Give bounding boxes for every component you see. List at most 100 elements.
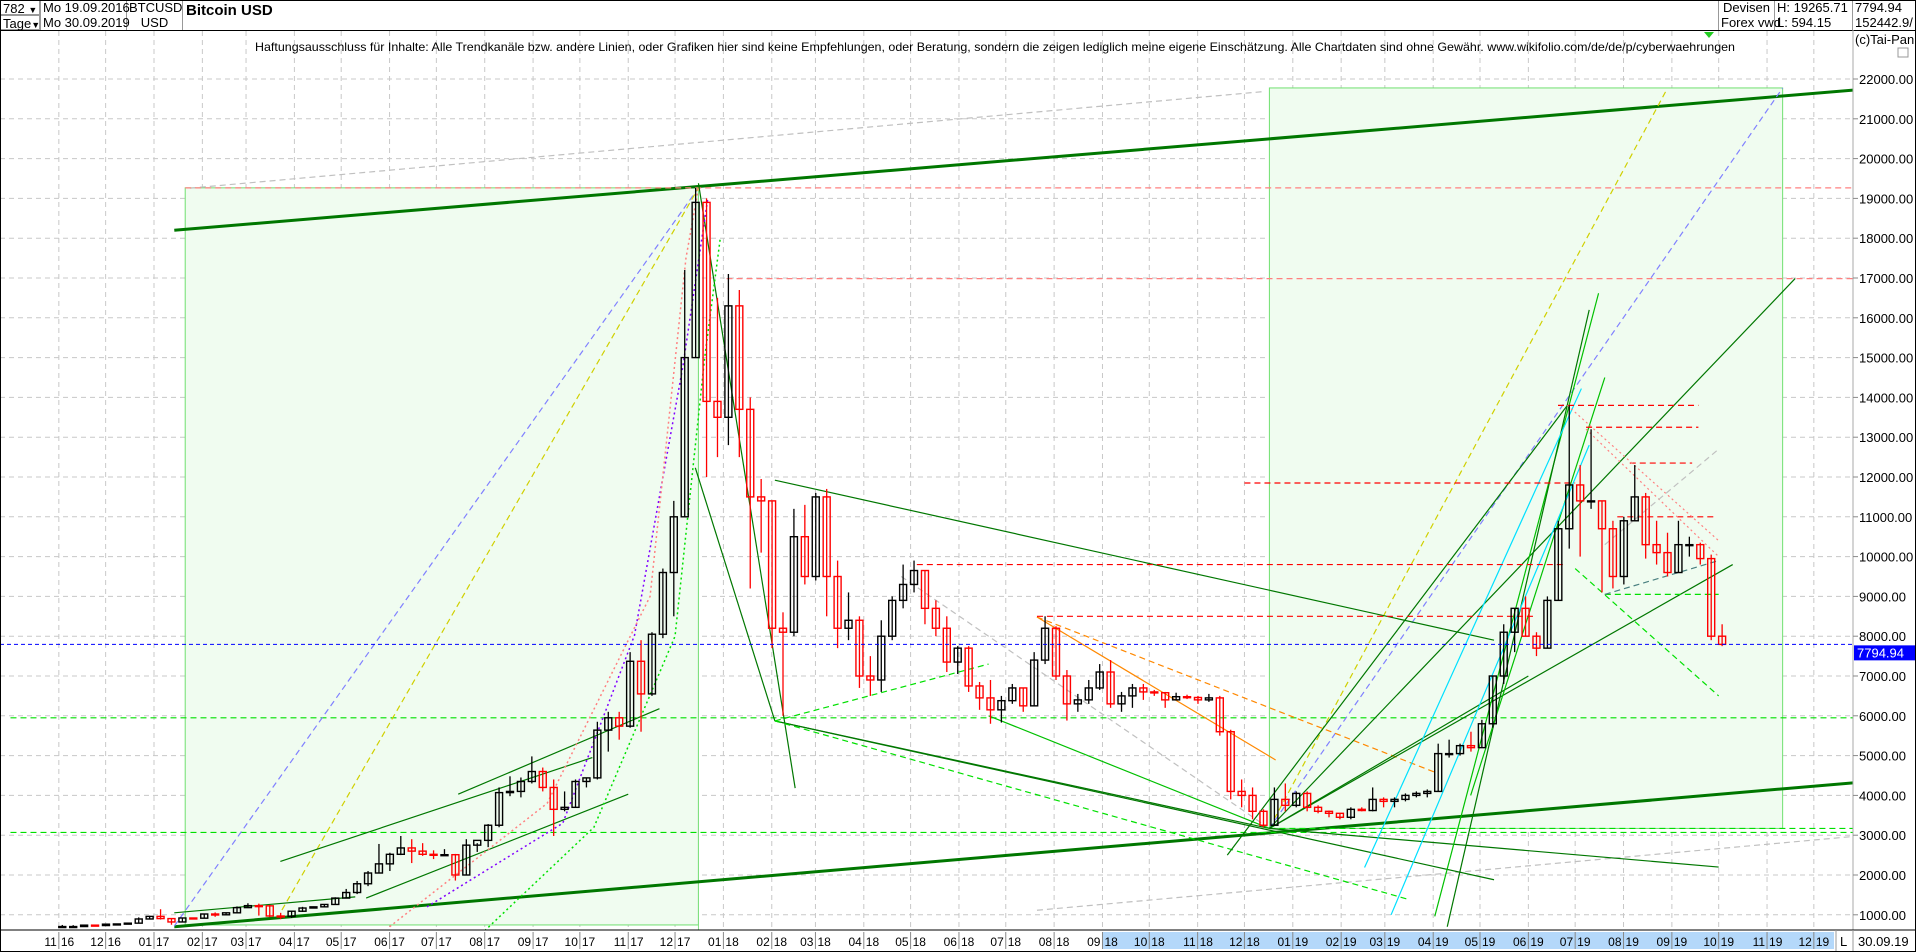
x-tick-year: 16 (108, 935, 122, 949)
candle (713, 297, 722, 458)
candle-body (1204, 697, 1214, 701)
candle (647, 632, 657, 696)
data-source: Forex vwd (1721, 15, 1781, 30)
chart-header: 782 ▼ Tage▼ Mo 19.09.2016 Mo 30.09.2019 … (0, 0, 1916, 31)
candle-body (615, 717, 624, 727)
x-tick-month: 06 (944, 935, 958, 949)
candle (931, 600, 941, 637)
candle-body (363, 872, 373, 885)
x-tick-year: 19 (1626, 935, 1640, 949)
x-tick-month: 03 (800, 935, 814, 949)
candle-body (232, 906, 242, 914)
x-axis-selection[interactable] (1102, 932, 1834, 949)
candle (1106, 660, 1115, 708)
candle (898, 564, 908, 609)
candle-body (352, 883, 362, 894)
candle-body (309, 906, 318, 909)
candle-body (473, 839, 482, 846)
candle-body (298, 907, 307, 912)
y-tick-label: 3000.00 (1859, 828, 1906, 843)
candles (58, 187, 1727, 929)
candle (440, 849, 449, 857)
candle-body (1630, 496, 1639, 522)
candle-body (1423, 790, 1432, 795)
chevron-down-icon: ▼ (31, 20, 41, 30)
x-tick-month: 04 (848, 935, 862, 949)
candle (997, 695, 1006, 723)
projection-curve (484, 238, 722, 930)
x-tick-month: 08 (469, 935, 483, 949)
candle-body (1051, 627, 1061, 677)
candle-body (331, 897, 340, 906)
candle-body (1477, 723, 1487, 749)
candle-body (145, 915, 154, 920)
trend-line (774, 663, 989, 722)
candle-body (265, 905, 274, 917)
period-unit: Tage (3, 16, 32, 31)
candle-body (516, 780, 526, 793)
candle (1008, 683, 1017, 704)
scale-mode-button[interactable]: L (1840, 934, 1847, 949)
candle (1346, 807, 1356, 820)
trend-line (1574, 568, 1720, 697)
candle (1543, 596, 1552, 649)
symbol-cell: BTCUSD USD (127, 0, 183, 30)
candle (691, 187, 700, 359)
candle-body (1390, 798, 1399, 803)
candle (833, 560, 842, 649)
last-value: 7794.94 (1855, 0, 1902, 15)
candle-body (101, 923, 111, 927)
candle (571, 779, 580, 809)
candle-body (1488, 675, 1498, 725)
x-tick-month: 08 (1039, 935, 1053, 949)
last-cell: 7794.94 152442.9/ (1853, 0, 1916, 30)
collapse-button[interactable] (1897, 47, 1909, 58)
disclaimer: Haftungsausschluss für Inhalte: Alle Tre… (255, 40, 1735, 54)
x-tick-month: 09 (1657, 935, 1671, 949)
x-tick-month: 09 (1087, 935, 1101, 949)
candle-body (538, 770, 547, 789)
y-tick-label: 6000.00 (1859, 709, 1906, 724)
candle-body (1543, 599, 1552, 649)
candle-body (997, 699, 1006, 711)
candle-body (1466, 744, 1476, 749)
candle (385, 852, 395, 872)
analysis-box (184, 187, 699, 926)
candle-body (1270, 798, 1279, 826)
candle-body (1685, 543, 1694, 547)
candle (254, 903, 264, 916)
candle (724, 274, 733, 446)
candle-body (855, 619, 864, 677)
candle-body (735, 305, 744, 411)
candle (767, 500, 777, 649)
candle-body (713, 400, 722, 419)
candle (1193, 695, 1203, 704)
x-tick-year: 17 (630, 935, 644, 949)
candle-body (658, 571, 668, 635)
candle (429, 850, 438, 860)
candle-body (789, 536, 799, 633)
candle (451, 853, 460, 881)
candle (418, 843, 427, 856)
candle (123, 922, 133, 925)
x-tick-year: 19 (1435, 935, 1449, 949)
period-selector[interactable]: 782 ▼ Tage▼ (0, 0, 41, 31)
x-tick-month: 10 (565, 935, 579, 949)
trend-line (1036, 616, 1276, 761)
candle-body (494, 791, 504, 826)
x-tick-month: 01 (139, 935, 153, 949)
trend-line (900, 576, 1270, 829)
trend-line (1268, 278, 1796, 829)
trend-line (365, 793, 629, 899)
trend-line (774, 479, 1495, 641)
x-axis: 11 16 12 16 01 17 02 17 03 17 04 17 05 17 06 17 07 17 08 17… (44, 932, 1830, 949)
x-tick-year: 19 (1721, 935, 1735, 949)
y-tick-label: 12000.00 (1859, 470, 1913, 485)
candle (538, 767, 547, 792)
candle (1521, 596, 1530, 637)
candle (593, 721, 602, 780)
x-tick-month: 05 (895, 935, 909, 949)
candle (1663, 532, 1672, 577)
x-tick-month: 11 (44, 935, 57, 949)
